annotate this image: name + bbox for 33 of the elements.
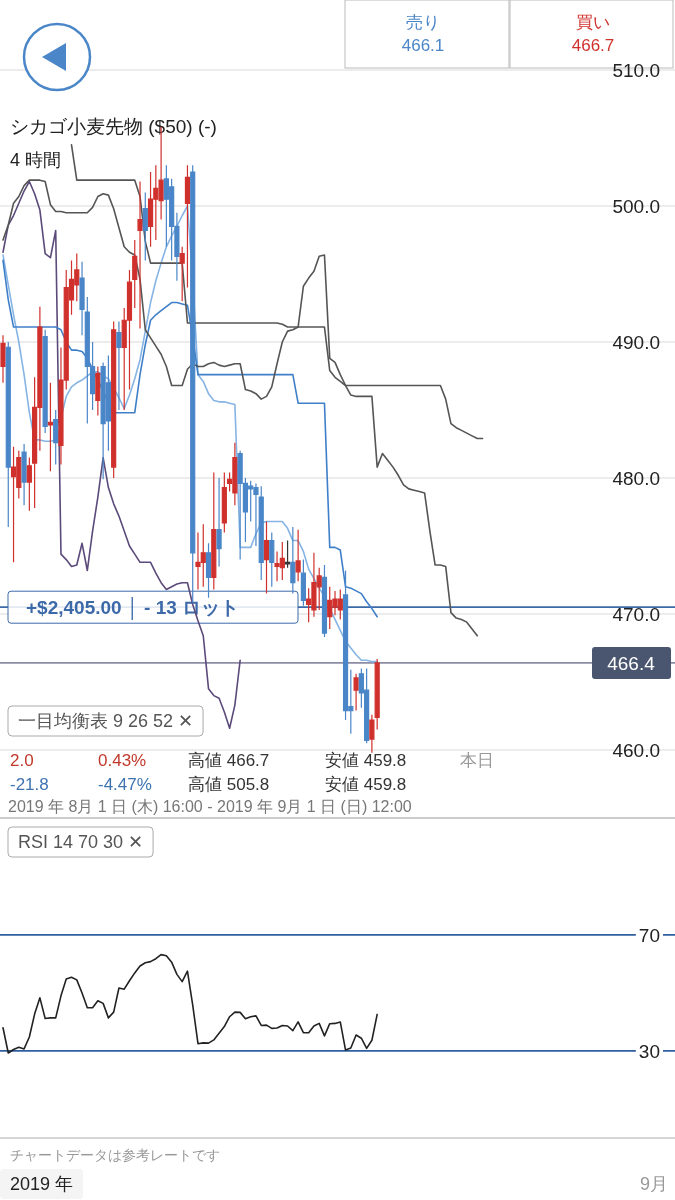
annotation: 2.0	[10, 751, 34, 770]
text: 4 時間	[10, 150, 62, 170]
annotation: -4.47%	[98, 775, 152, 794]
y-tick-label: 480.0	[612, 468, 660, 489]
annotation: 一目均衡表 9 26 52 ✕	[18, 711, 194, 731]
text: 9月	[639, 1174, 668, 1194]
line-series	[2, 259, 378, 618]
line-series	[2, 953, 378, 1054]
y-tick-label: 470.0	[612, 604, 660, 625]
annotation: -21.8	[10, 775, 49, 794]
annotation: 安値 459.8	[325, 775, 407, 794]
annotation: 2019 年 8月 1 日 (木) 16:00 - 2019 年 9月 1 日 (日) 12:00	[8, 798, 412, 815]
annotation: 本日	[460, 751, 494, 770]
annotation: 安値 459.8	[325, 751, 407, 770]
text: 466.7	[571, 36, 615, 55]
y-tick-label: 510.0	[612, 60, 660, 81]
annotation: 0.43%	[98, 751, 147, 770]
annotation: 高値 466.7	[188, 751, 270, 770]
text: チャートデータは参考レートです	[10, 1147, 220, 1163]
y-tick-label: 70	[638, 924, 660, 946]
y-tick-label: 490.0	[612, 332, 660, 353]
annotation: RSI 14 70 30 ✕	[18, 832, 144, 852]
text: 2019 年	[10, 1174, 74, 1194]
y-tick-label: 500.0	[612, 196, 660, 217]
line-series	[2, 180, 241, 730]
annotation: 高値 505.8	[188, 775, 270, 794]
y-tick-label: 460.0	[612, 740, 660, 761]
text: 466.1	[401, 36, 445, 55]
text: 売り	[406, 13, 440, 32]
text: 買い	[576, 13, 610, 32]
ref-line-label: 466.4	[607, 652, 656, 674]
y-tick-label: 30	[638, 1040, 660, 1062]
text: シカゴ小麦先物 ($50) (-)	[10, 116, 217, 137]
